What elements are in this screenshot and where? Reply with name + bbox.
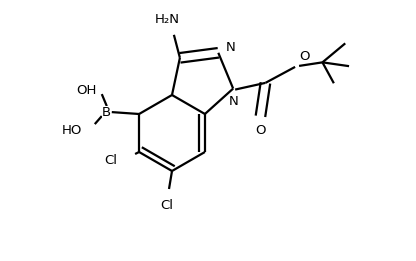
Text: H₂N: H₂N bbox=[154, 13, 179, 26]
Text: N: N bbox=[225, 41, 235, 54]
Text: O: O bbox=[255, 124, 266, 137]
Text: HO: HO bbox=[62, 124, 82, 137]
Text: O: O bbox=[299, 50, 310, 63]
Text: Cl: Cl bbox=[104, 153, 117, 167]
Text: N: N bbox=[228, 94, 238, 108]
Text: OH: OH bbox=[77, 84, 97, 97]
Text: Cl: Cl bbox=[161, 199, 173, 212]
Text: B: B bbox=[102, 106, 111, 118]
